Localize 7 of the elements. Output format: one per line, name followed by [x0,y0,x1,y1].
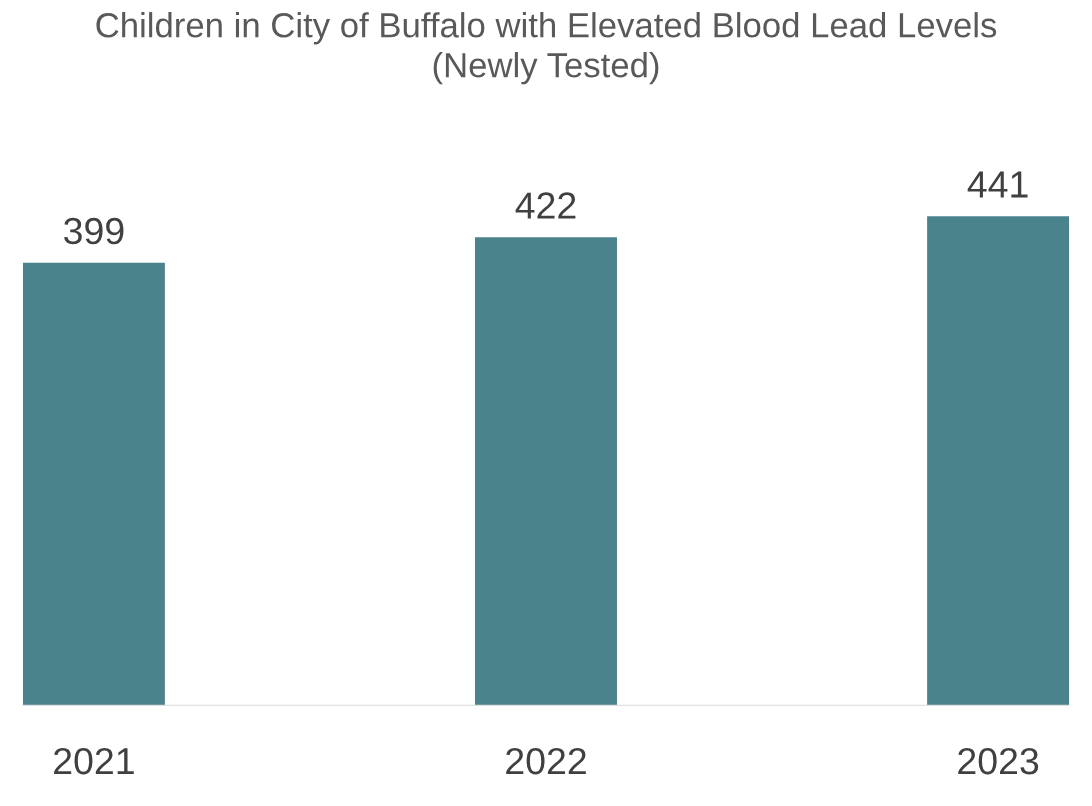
x-tick-label: 2022 [506,747,586,775]
chart-title: Children in City of Buffalo with Elevated Blood Lead Levels (Newly Tested) [96,12,997,85]
data-label: 399 [64,217,124,245]
x-tick-label: 2023 [958,747,1039,775]
x-tick-label: 2021 [54,747,134,775]
data-label: 441 [967,171,1028,198]
data-label: 422 [515,192,576,219]
